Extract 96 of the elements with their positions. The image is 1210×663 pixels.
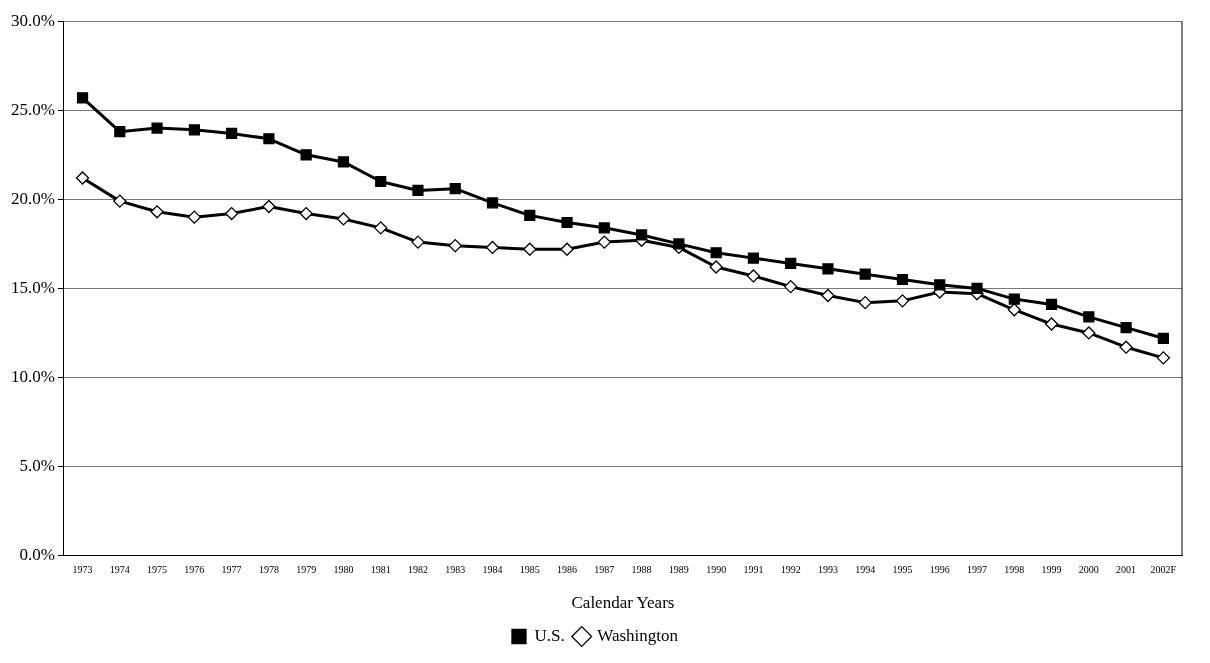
point bbox=[821, 288, 835, 303]
point bbox=[1008, 293, 1020, 305]
x-tick-label: 1990 bbox=[706, 564, 727, 576]
y-tick-label: 20.0% bbox=[10, 188, 55, 208]
point bbox=[262, 199, 276, 214]
point bbox=[635, 229, 648, 241]
x-tick-label: 1977 bbox=[221, 564, 242, 576]
x-tick-label: 1988 bbox=[631, 564, 652, 576]
x-tick-label: 2000 bbox=[1078, 564, 1099, 576]
x-tick-label: 1991 bbox=[743, 564, 764, 576]
point bbox=[934, 279, 946, 291]
x-tick-label: 1986 bbox=[557, 564, 578, 576]
point bbox=[524, 209, 536, 221]
x-tick-label: 1992 bbox=[780, 564, 801, 576]
x-tick-label: 1984 bbox=[482, 564, 503, 576]
x-tick-label: 1978 bbox=[258, 564, 279, 576]
x-tick-label: 1998 bbox=[1004, 564, 1025, 576]
point bbox=[224, 206, 239, 221]
point bbox=[1120, 321, 1132, 334]
x-tick-label: 1994 bbox=[855, 564, 876, 576]
legend-label: U.S. bbox=[534, 625, 565, 645]
point bbox=[561, 216, 573, 229]
x-tick-label: 1999 bbox=[1041, 564, 1062, 576]
point bbox=[188, 124, 200, 136]
x-tick-label: 1973 bbox=[72, 564, 93, 576]
x-tick-label: 1974 bbox=[109, 564, 130, 576]
point bbox=[151, 122, 163, 134]
point bbox=[300, 149, 312, 161]
x-tick-label: 1993 bbox=[817, 564, 838, 576]
point bbox=[226, 127, 238, 140]
point bbox=[411, 235, 425, 249]
point bbox=[1156, 351, 1171, 365]
point bbox=[709, 260, 723, 274]
x-tick-label: 2001 bbox=[1116, 564, 1137, 576]
y-tick-label: 0.0% bbox=[19, 545, 55, 565]
point bbox=[375, 175, 387, 188]
point bbox=[971, 282, 983, 294]
x-tick-label: 1983 bbox=[445, 564, 466, 576]
point bbox=[523, 242, 537, 256]
point bbox=[150, 205, 164, 219]
point bbox=[896, 273, 909, 286]
point bbox=[560, 242, 574, 256]
point bbox=[597, 235, 611, 249]
x-tick-label: 1987 bbox=[594, 564, 615, 576]
point bbox=[784, 279, 798, 294]
point bbox=[895, 294, 910, 308]
point bbox=[1045, 298, 1058, 311]
point bbox=[374, 221, 388, 235]
x-tick-label: 2002F bbox=[1150, 564, 1177, 576]
point bbox=[710, 247, 722, 259]
y-tick-label: 30.0% bbox=[10, 10, 55, 30]
point bbox=[337, 156, 350, 168]
point bbox=[486, 197, 499, 209]
legend-label: Washington bbox=[597, 625, 679, 645]
point bbox=[859, 268, 871, 280]
x-tick-label: 1982 bbox=[407, 564, 428, 576]
x-tick-label: 1979 bbox=[296, 564, 317, 576]
x-tick-label: 1975 bbox=[147, 564, 168, 576]
point bbox=[76, 92, 89, 104]
point bbox=[1119, 340, 1133, 354]
point bbox=[336, 212, 351, 226]
point bbox=[299, 206, 313, 221]
point bbox=[1044, 317, 1059, 331]
y-tick-label: 5.0% bbox=[19, 456, 55, 475]
point bbox=[114, 126, 126, 138]
x-tick-label: 1981 bbox=[370, 564, 391, 576]
x-tick-label: 1985 bbox=[519, 564, 540, 576]
point bbox=[448, 239, 462, 253]
y-tick-label: 25.0% bbox=[10, 99, 55, 119]
point bbox=[412, 184, 424, 197]
point bbox=[75, 171, 90, 185]
point bbox=[449, 183, 461, 195]
x-tick-label: 1997 bbox=[967, 564, 988, 576]
point bbox=[187, 210, 202, 224]
x-tick-label: 1995 bbox=[892, 564, 913, 576]
point bbox=[822, 263, 834, 275]
point bbox=[598, 222, 610, 234]
point bbox=[485, 240, 500, 255]
y-tick-label: 15.0% bbox=[10, 277, 55, 297]
point bbox=[746, 269, 761, 283]
point bbox=[1082, 326, 1096, 340]
point bbox=[1157, 332, 1169, 344]
point bbox=[858, 296, 872, 310]
point bbox=[1007, 303, 1021, 317]
x-tick-label: 1996 bbox=[929, 564, 950, 576]
y-tick-label: 10.0% bbox=[10, 366, 55, 386]
point bbox=[673, 238, 685, 250]
x-tick-label: 1980 bbox=[333, 564, 354, 576]
point bbox=[785, 257, 797, 270]
x-tick-label: 1976 bbox=[184, 564, 205, 576]
x-axis-title: Calendar Years bbox=[571, 593, 675, 613]
point bbox=[1083, 311, 1095, 323]
point bbox=[263, 133, 275, 145]
x-tick-label: 1989 bbox=[668, 564, 689, 576]
point bbox=[113, 194, 127, 208]
point bbox=[747, 252, 759, 264]
